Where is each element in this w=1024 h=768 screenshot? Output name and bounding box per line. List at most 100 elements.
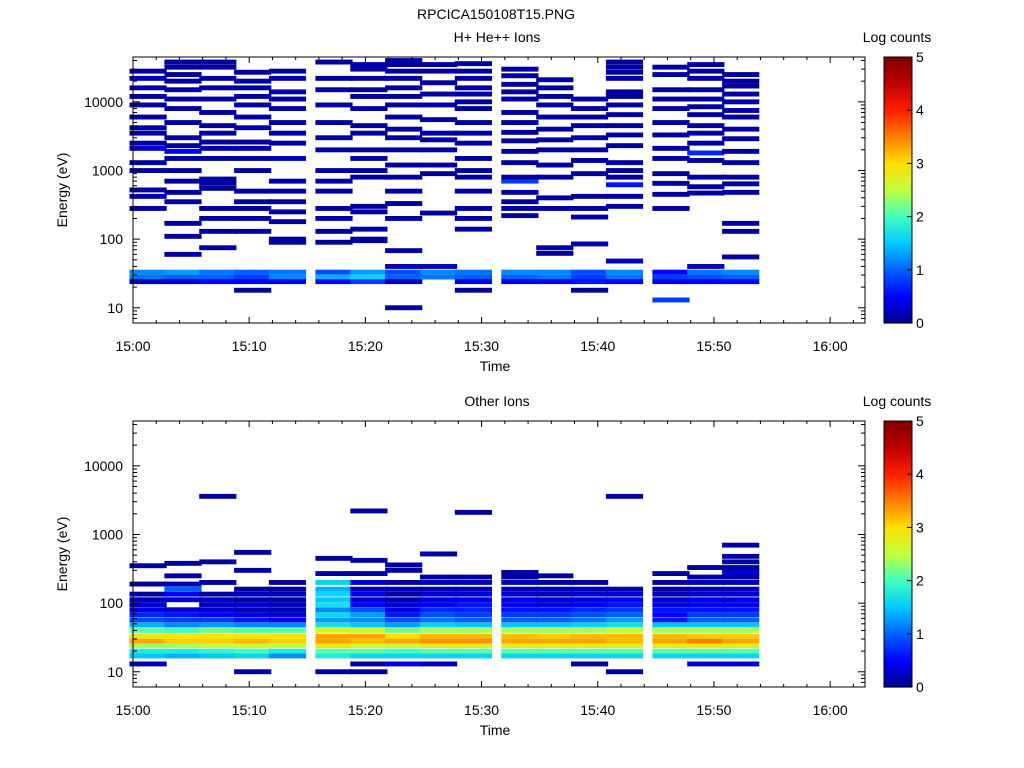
heatmap-cell (234, 597, 272, 603)
heatmap-cell (722, 72, 760, 77)
heatmap-cell (350, 62, 388, 67)
colorbar-segment (884, 538, 912, 542)
colorbar-segment (884, 569, 912, 574)
colorbar-segment (884, 224, 912, 228)
colorbar-segment (884, 277, 912, 282)
heatmap-cell (420, 597, 458, 603)
heatmap-cell (652, 607, 690, 613)
colorbar-segment (884, 439, 912, 443)
heatmap-cell (164, 274, 202, 280)
heatmap-cell (199, 638, 237, 644)
heatmap-cell (315, 597, 353, 603)
heatmap-cell (164, 633, 202, 639)
colorbar-segment (884, 676, 912, 680)
x-tick-label: 15:10 (232, 338, 267, 354)
colorbar-segment (884, 261, 912, 266)
heatmap-cell (722, 160, 760, 166)
heatmap-cell (571, 607, 609, 613)
heatmap-cell (501, 96, 539, 102)
heatmap-cell (652, 297, 690, 303)
colorbar-segment (884, 99, 912, 103)
heatmap-cell (652, 96, 690, 102)
heatmap-cell (315, 279, 353, 285)
heatmap-cell (164, 581, 202, 587)
heatmap-cell (315, 580, 353, 585)
heatmap-cell (350, 612, 388, 618)
heatmap-cell (722, 570, 760, 575)
heatmap-cell (315, 669, 353, 675)
colorbar-segment (884, 548, 912, 552)
heatmap-cell (350, 597, 388, 603)
heatmap-cell (687, 591, 725, 597)
colorbar-segment (884, 500, 912, 505)
heatmap-cell (536, 648, 574, 654)
heatmap-cell (605, 279, 644, 285)
heatmap-cell (536, 643, 574, 649)
heatmap-cell (199, 633, 237, 639)
colorbar-segment (884, 102, 912, 106)
heatmap-cell (385, 597, 423, 603)
heatmap-cell (536, 269, 574, 275)
heatmap-cell (420, 574, 458, 580)
heatmap-cell (385, 580, 423, 585)
heatmap-cell (687, 279, 725, 285)
heatmap-cell (571, 622, 609, 628)
heatmap-cell (722, 607, 760, 613)
heatmap-cell (199, 130, 237, 136)
heatmap-cell (536, 85, 574, 91)
colorbar-segment (884, 623, 912, 627)
heatmap-cell (722, 269, 760, 275)
heatmap-cell (722, 553, 760, 559)
heatmap-cell (536, 102, 574, 108)
colorbar-segment (884, 288, 912, 292)
colorbar-segment (884, 492, 912, 497)
heatmap-cell (652, 622, 690, 628)
colorbar-segment (884, 144, 912, 149)
colorbar-segment (884, 307, 912, 311)
heatmap-cell (164, 638, 202, 644)
heatmap-cell (605, 638, 644, 644)
heatmap-cell (501, 269, 539, 275)
y-tick-label: 100 (100, 595, 124, 611)
heatmap-cell (385, 147, 423, 153)
colorbar-segment (884, 458, 912, 462)
heatmap-cell (129, 597, 167, 603)
heatmap-cell (420, 274, 458, 280)
heatmap-cell (571, 171, 609, 177)
heatmap-cell (315, 178, 353, 184)
heatmap-cell (501, 597, 539, 603)
colorbar-segment (884, 96, 912, 101)
heatmap-cell (571, 661, 609, 667)
heatmap-cell (722, 99, 760, 105)
heatmap-cell (652, 653, 690, 659)
heatmap-cell (129, 269, 167, 275)
heatmap-cell (536, 602, 574, 608)
heatmap-cell (687, 607, 725, 613)
colorbar-segment (884, 72, 912, 77)
heatmap-cell (605, 193, 644, 199)
colorbar-segment (884, 484, 912, 489)
heatmap-cell (350, 279, 388, 285)
colorbar-segment (884, 604, 912, 608)
heatmap-cell (722, 220, 760, 226)
heatmap-cell (420, 162, 458, 168)
heatmap-cell (234, 648, 272, 654)
heatmap-cell (420, 117, 458, 123)
heatmap-cell (234, 279, 272, 285)
colorbar-segment (884, 197, 912, 202)
heatmap-cell (129, 140, 167, 146)
heatmap-cell (536, 162, 574, 168)
colorbar-segment (884, 229, 912, 234)
heatmap-cell (501, 574, 539, 580)
heatmap-cell (605, 591, 644, 597)
heatmap-cell (605, 653, 644, 659)
colorbar-segment (884, 280, 912, 284)
heatmap-cell (687, 597, 725, 603)
heatmap-cell (268, 612, 307, 618)
heatmap-cell (350, 94, 388, 99)
heatmap-cell (350, 274, 388, 280)
heatmap-cell (268, 597, 307, 603)
heatmap-cell (687, 75, 725, 81)
colorbar-segment (884, 588, 912, 592)
heatmap-cell (420, 661, 458, 667)
